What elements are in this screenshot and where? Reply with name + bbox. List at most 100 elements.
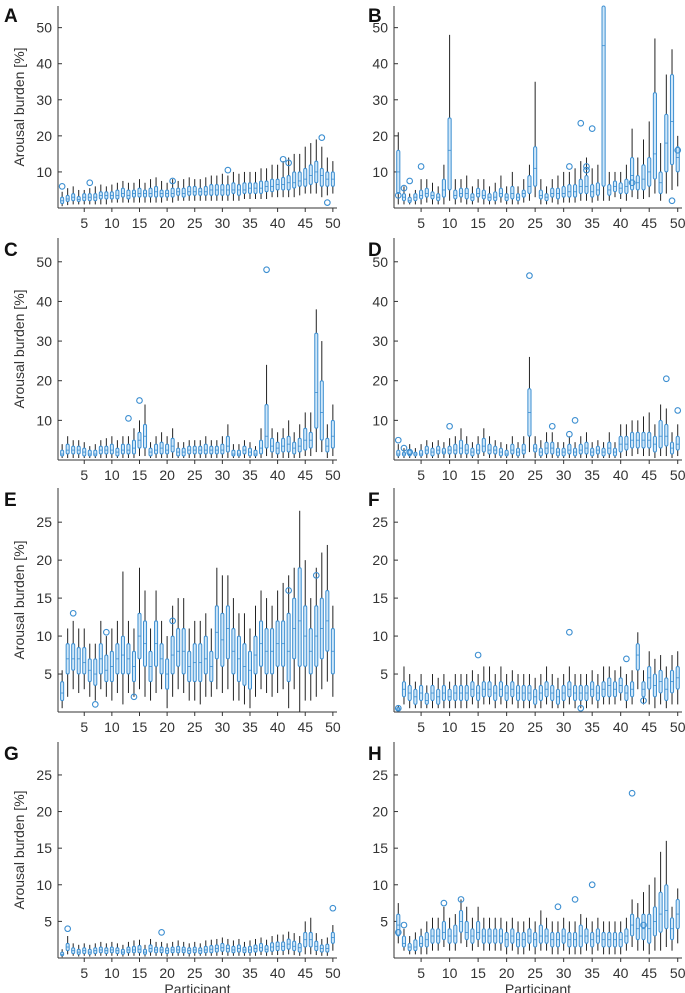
outlier-e <box>130 693 138 701</box>
box-c-42 <box>286 420 291 459</box>
outlier-b <box>577 119 585 127</box>
panel-letter-b: B <box>368 6 382 27</box>
x-tick-label-c: 15 <box>132 467 148 483</box>
box-g-6 <box>87 944 92 957</box>
x-tick-label-d: 30 <box>556 467 572 483</box>
box-iqr <box>308 164 313 186</box>
box-iqr <box>424 187 429 198</box>
x-tick-label-c: 5 <box>80 467 88 483</box>
box-b-2 <box>401 186 407 205</box>
box-c-36 <box>253 446 258 459</box>
box-c-26 <box>198 440 203 459</box>
x-tick-label-d: 50 <box>670 467 685 483</box>
box-iqr <box>476 187 481 198</box>
box-d-15 <box>476 436 481 459</box>
x-tick-label-h: 50 <box>670 965 685 981</box>
box-iqr <box>242 643 247 686</box>
box-g-12 <box>120 944 125 957</box>
y-tick-label-a: 40 <box>36 56 52 72</box>
box-e-8 <box>98 620 103 690</box>
box-b-14 <box>470 186 475 205</box>
box-iqr <box>453 443 458 455</box>
box-d-35 <box>590 442 595 459</box>
box-a-15 <box>137 179 142 203</box>
box-iqr <box>664 423 669 447</box>
y-tick-label-g: 25 <box>36 767 52 783</box>
box-e-19 <box>159 620 164 690</box>
box-f-18 <box>493 674 498 709</box>
box-iqr <box>487 443 492 455</box>
box-iqr <box>458 187 464 198</box>
box-d-48 <box>664 408 669 457</box>
box-c-48 <box>319 341 324 453</box>
box-iqr <box>319 167 324 187</box>
box-e-40 <box>275 590 280 694</box>
box-g-29 <box>214 938 219 956</box>
box-e-17 <box>148 628 153 701</box>
box-f-3 <box>407 674 412 709</box>
box-b-38 <box>607 171 612 201</box>
box-b-45 <box>647 121 652 198</box>
box-a-4 <box>76 189 81 205</box>
box-iqr <box>60 681 65 702</box>
y-tick-label-h: 15 <box>372 840 388 856</box>
box-f-26 <box>538 674 543 709</box>
box-f-12 <box>458 674 464 709</box>
box-f-23 <box>521 674 526 709</box>
box-b-49 <box>669 49 675 190</box>
box-a-3 <box>71 186 76 205</box>
box-d-19 <box>498 442 503 459</box>
x-tick-label-b: 50 <box>670 215 685 231</box>
box-a-47 <box>314 139 319 194</box>
x-tick-label-a: 20 <box>159 215 175 231</box>
box-iqr <box>60 449 65 457</box>
outlier-d <box>526 272 533 280</box>
box-f-34 <box>584 674 589 709</box>
outlier-d <box>674 407 682 414</box>
box-e-36 <box>253 605 258 697</box>
box-d-12 <box>458 428 464 459</box>
box-g-8 <box>98 941 103 956</box>
box-d-17 <box>487 436 492 459</box>
x-tick-label-h: 45 <box>641 965 657 981</box>
x-tick-label-f: 40 <box>613 719 629 735</box>
box-f-44 <box>641 670 646 705</box>
box-iqr <box>652 92 657 180</box>
box-g-24 <box>187 943 192 957</box>
box-iqr <box>203 185 208 196</box>
box-iqr <box>510 185 515 200</box>
y-tick-label-f: 10 <box>372 628 388 644</box>
outlier-h <box>640 921 647 929</box>
box-b-43 <box>635 157 640 199</box>
box-c-23 <box>181 442 186 459</box>
y-tick-label-h: 25 <box>372 767 388 783</box>
box-e-49 <box>325 544 330 682</box>
box-e-38 <box>264 598 269 694</box>
panel-letter-h: H <box>368 744 382 765</box>
x-tick-label-e: 15 <box>132 719 148 735</box>
box-a-2 <box>65 188 70 206</box>
box-g-50 <box>330 925 335 951</box>
box-d-16 <box>481 428 486 457</box>
box-h-27 <box>544 917 549 951</box>
box-iqr <box>601 5 606 187</box>
outlier-a <box>224 166 232 174</box>
box-b-46 <box>652 38 657 194</box>
y-tick-label-e: 25 <box>36 514 52 530</box>
box-a-12 <box>120 180 125 203</box>
box-h-41 <box>624 917 629 951</box>
y-tick-label-b: 40 <box>372 56 388 72</box>
box-e-24 <box>187 628 192 701</box>
box-g-34 <box>242 941 247 956</box>
x-tick-label-e: 35 <box>242 719 258 735</box>
box-iqr <box>259 439 264 455</box>
box-b-1 <box>396 132 401 205</box>
box-f-19 <box>498 666 503 705</box>
box-a-1 <box>60 191 65 207</box>
outlier-g <box>64 925 72 933</box>
outlier-b <box>668 197 676 205</box>
box-f-13 <box>464 674 469 709</box>
box-a-19 <box>159 180 164 203</box>
box-iqr <box>424 692 429 705</box>
x-tick-label-a: 35 <box>242 215 258 231</box>
